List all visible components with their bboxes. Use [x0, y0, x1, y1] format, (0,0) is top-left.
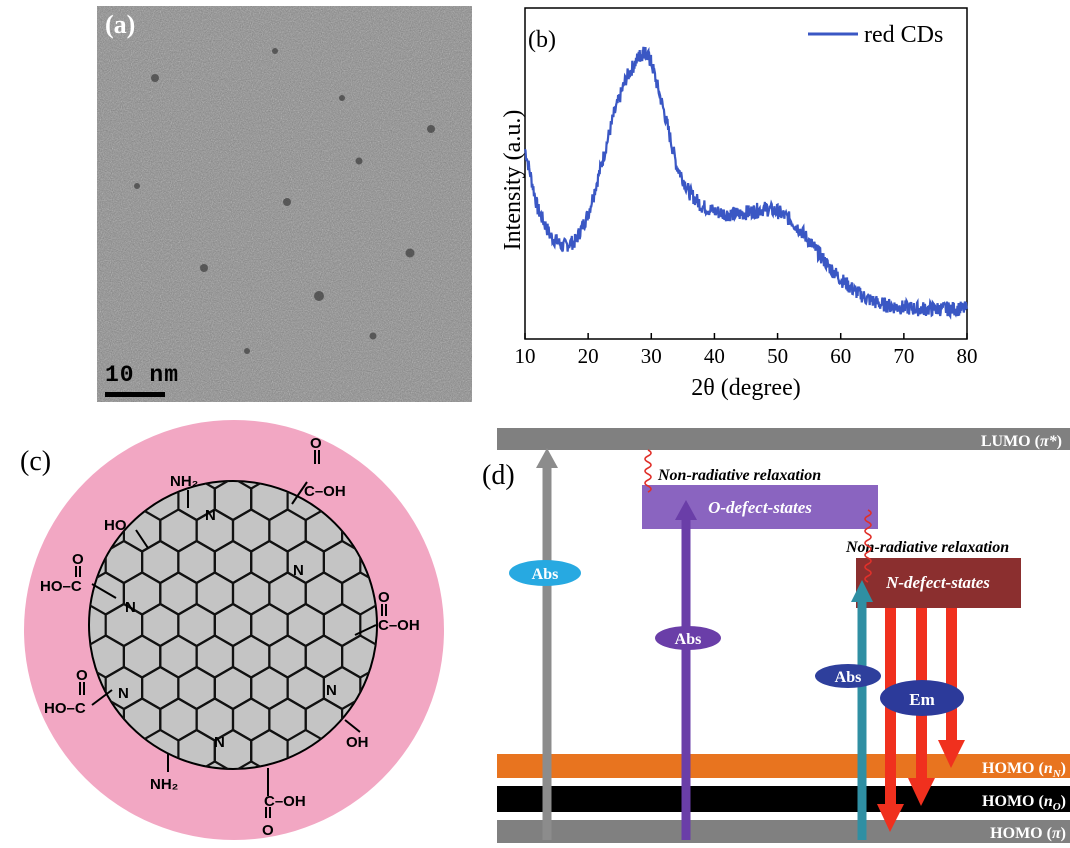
xrd-chart-panel: (b) red CDs 10 20 30 40 50 60 70 80 2θ (degree)…: [478, 0, 1070, 410]
plot-frame: [524, 7, 968, 340]
hexagon-ring: [250, 728, 289, 769]
x-tick-label: 60: [830, 344, 851, 368]
abs-label-2-ellipse: [655, 626, 721, 650]
nonrad-label-2: Non-radiative relaxation: [845, 539, 1009, 556]
lumo-level: [497, 428, 1070, 450]
group-oh: OH: [346, 734, 369, 751]
n-atom: N: [125, 599, 136, 616]
tem-image-panel: (a) 10 nm: [97, 6, 472, 402]
em-label: Em: [909, 690, 935, 709]
group-cooh-bottom: C–OH: [264, 793, 306, 810]
n-defect-label: N-defect-states: [885, 573, 990, 592]
group-o-top: O: [310, 435, 322, 452]
x-tick-label: 10: [515, 344, 536, 368]
carbon-dot-structure: (c) NH₂ C–OH: [20, 420, 444, 840]
abs-label-1: Abs: [532, 566, 559, 583]
group-nh2-top: NH₂: [170, 473, 198, 490]
x-tick-label: 30: [641, 344, 662, 368]
carbon-core: [88, 480, 378, 770]
group-o-left: O: [72, 551, 84, 568]
abs-label-1-ellipse: [509, 560, 581, 586]
group-o-bottom: O: [262, 822, 274, 839]
nonrad-wave-1: [644, 449, 652, 493]
homo-n-label: HOMO (nN): [982, 760, 1066, 780]
homo-n-level: [497, 754, 1070, 778]
abs-label-3: Abs: [835, 669, 862, 686]
homo-pi-label: HOMO (π): [990, 825, 1066, 842]
x-tick-label: 20: [578, 344, 599, 368]
group-ho: HO: [104, 517, 127, 534]
n-atom: N: [118, 685, 129, 702]
panel-d-label: (d): [482, 460, 515, 491]
nonrad-label-1: Non-radiative relaxation: [657, 467, 821, 484]
energy-diagram: LUMO (π*) (d) HOMO (nN) HOMO (nO) HOMO (…: [482, 428, 1070, 843]
group-o-right: O: [378, 589, 390, 606]
legend-label: red CDs: [864, 22, 943, 48]
y-axis-label: Intensity (a.u.): [500, 110, 526, 251]
scale-bar-label: 10 nm: [105, 362, 180, 388]
lumo-label: LUMO (π*): [981, 433, 1062, 450]
group-cooh-left: HO–C: [40, 578, 82, 595]
panel-b-label: (b): [528, 27, 556, 53]
abs-label-3-ellipse: [815, 664, 881, 688]
carbon-dot-structure-panel: (c) NH₂ C–OH: [0, 420, 470, 843]
nonrad-wave-2: [864, 509, 872, 583]
x-ticks: 10 20 30 40 50 60 70 80: [515, 333, 978, 368]
x-axis-label: 2θ (degree): [691, 375, 800, 401]
em-label-ellipse: [880, 680, 964, 716]
group-nh2-bottom: NH₂: [150, 776, 178, 793]
x-tick-label: 80: [957, 344, 978, 368]
abs-arrow-gray-head: [536, 448, 558, 468]
o-defect-label: O-defect-states: [708, 498, 812, 517]
abs-label-2: Abs: [675, 631, 702, 648]
x-tick-label: 50: [767, 344, 788, 368]
n-atom: N: [293, 562, 304, 579]
n-atom: N: [205, 507, 216, 524]
panel-c-label: (c): [20, 446, 51, 477]
n-atom: N: [214, 734, 225, 751]
abs-arrow-teal-head: [851, 580, 873, 602]
n-atom: N: [326, 682, 337, 699]
abs-arrow-purple-head: [675, 500, 697, 520]
homo-o-level: [497, 786, 1070, 812]
energy-diagram-panel: LUMO (π*) (d) HOMO (nN) HOMO (nO) HOMO (…: [470, 420, 1070, 843]
xrd-chart: (b) red CDs 10 20 30 40 50 60 70 80 2θ (degree)…: [500, 7, 978, 401]
o-defect-box: [642, 485, 878, 529]
homo-o-label: HOMO (nO): [982, 793, 1066, 813]
group-cooh-left-bottom: HO–C: [44, 700, 86, 717]
nanoparticle-dots: [134, 48, 435, 354]
group-cooh-right: C–OH: [378, 617, 420, 634]
n-defect-box: [856, 558, 1021, 608]
x-tick-label: 40: [704, 344, 725, 368]
group-o-left-bottom: O: [76, 667, 88, 684]
surface-groups: [75, 450, 387, 818]
panel-a-label: (a): [105, 10, 136, 39]
x-tick-label: 70: [893, 344, 914, 368]
homo-pi-level: [497, 820, 1070, 843]
group-cooh-top: C–OH: [304, 483, 346, 500]
series-red-cds-line: [523, 46, 969, 320]
scale-bar: [105, 392, 165, 397]
tem-image: [97, 6, 472, 402]
